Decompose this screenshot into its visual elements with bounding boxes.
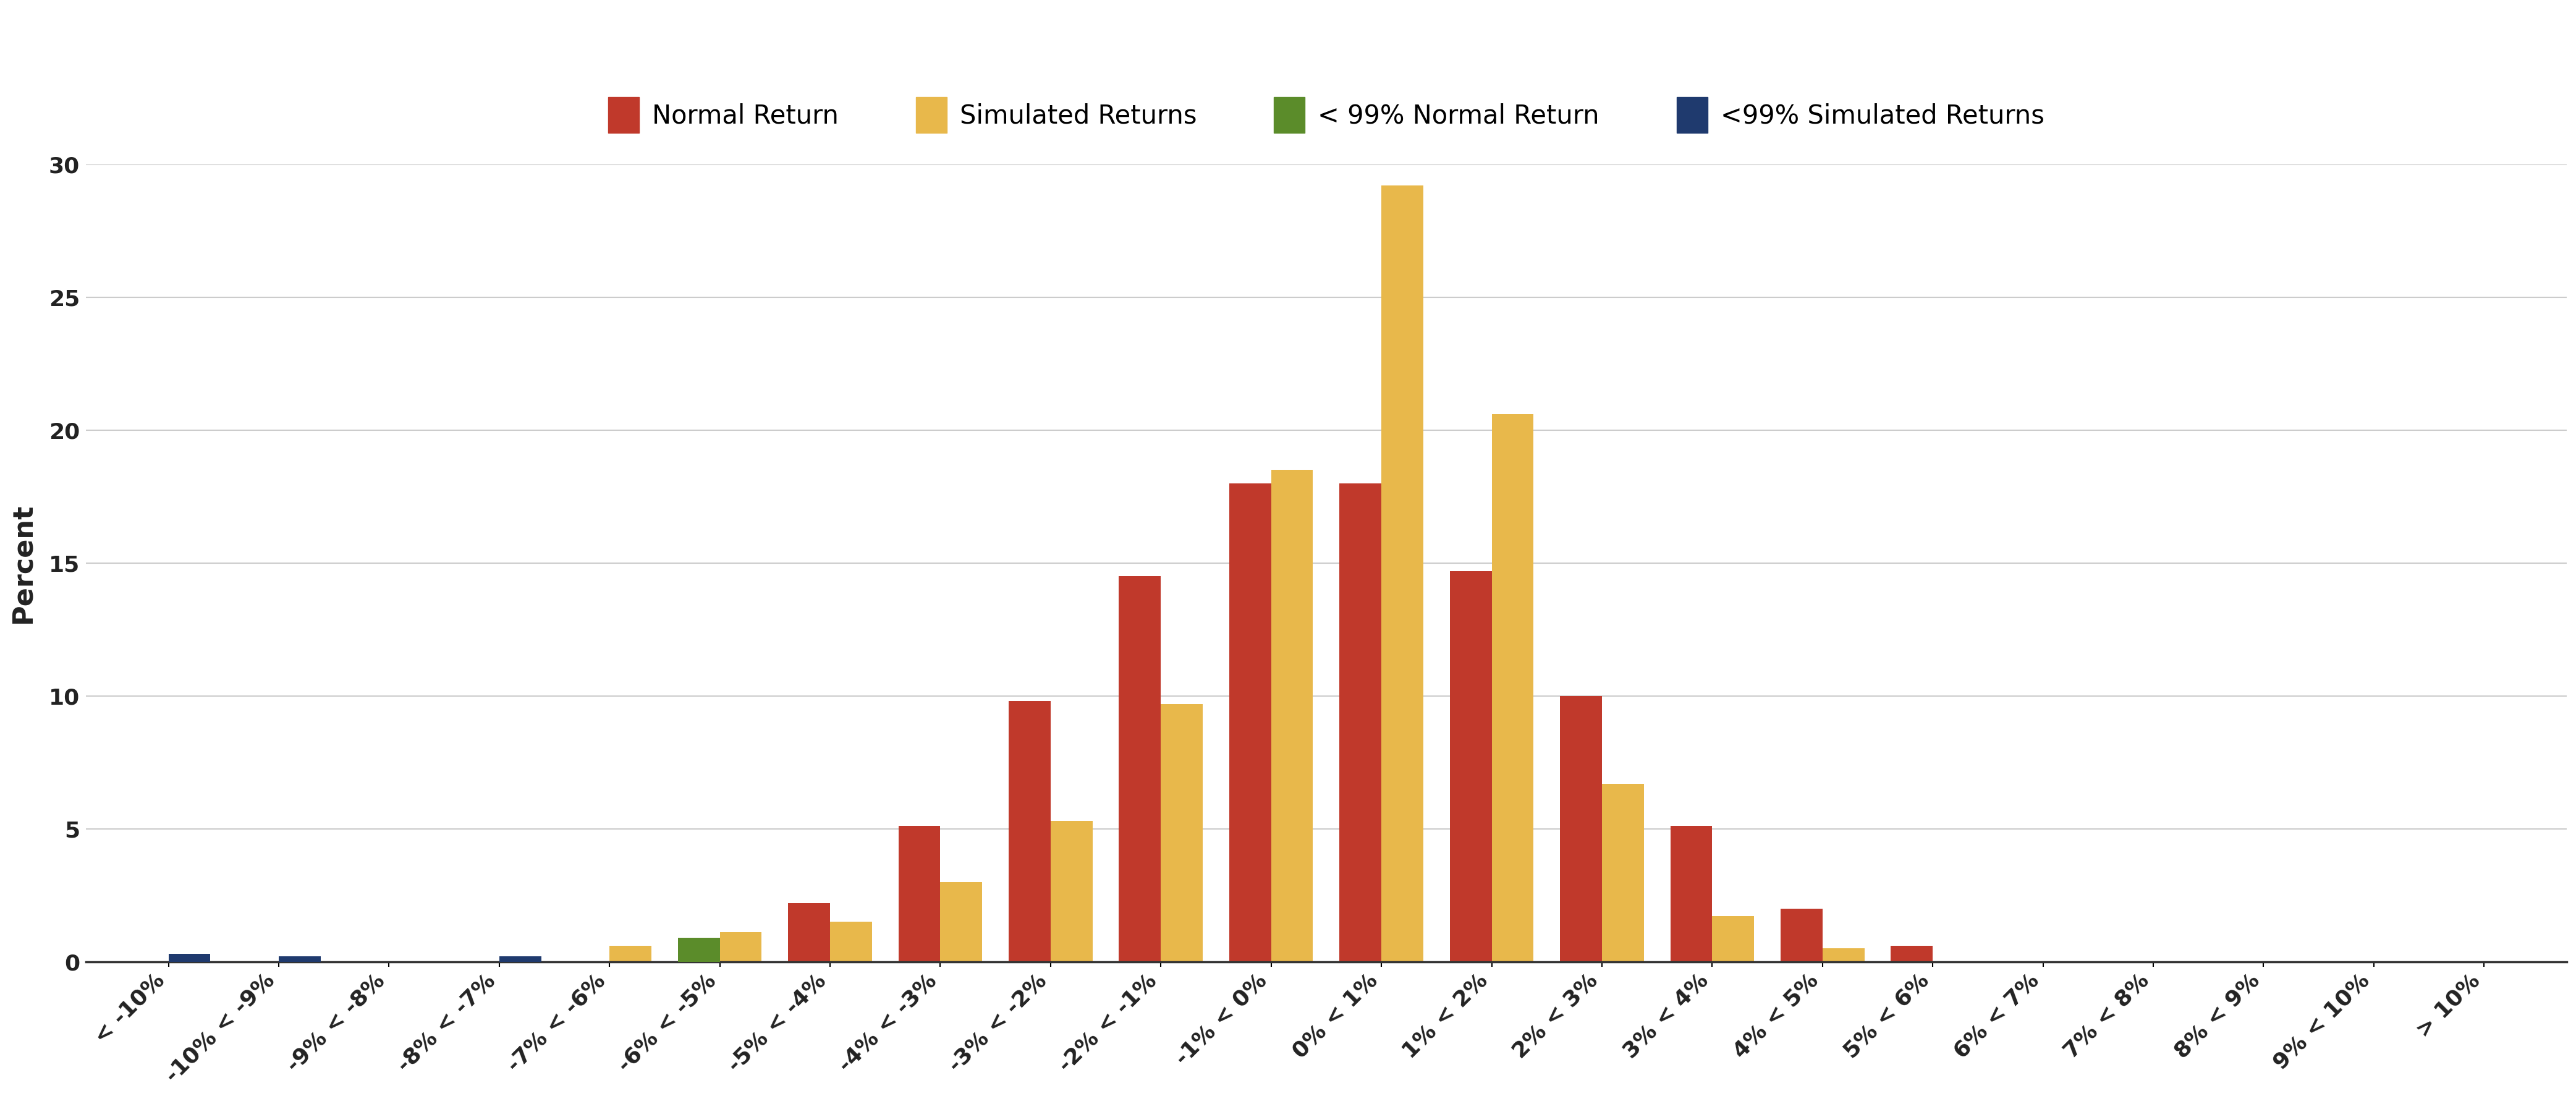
Bar [1561, 696, 1602, 961]
Bar [1340, 483, 1381, 961]
Bar [1229, 483, 1270, 961]
Bar [611, 946, 652, 961]
Bar [1492, 414, 1533, 961]
Bar [1381, 185, 1425, 961]
Bar [899, 826, 940, 961]
Bar [1713, 916, 1754, 961]
Bar [829, 922, 871, 961]
Bar [1051, 821, 1092, 961]
Bar [1602, 784, 1643, 961]
Y-axis label: Percent: Percent [10, 503, 36, 623]
Bar [1010, 701, 1051, 961]
Bar [940, 882, 981, 961]
Bar [1118, 576, 1162, 961]
Legend: Normal Return, Simulated Returns, < 99% Normal Return, <99% Simulated Returns: Normal Return, Simulated Returns, < 99% … [598, 87, 2056, 144]
Bar [1821, 948, 1865, 961]
Bar [677, 938, 719, 961]
Bar [167, 954, 211, 961]
Bar [1450, 571, 1492, 961]
Bar [500, 957, 541, 961]
Bar [1270, 470, 1314, 961]
Bar [1162, 704, 1203, 961]
Bar [788, 903, 829, 961]
Bar [719, 933, 762, 961]
Bar [278, 957, 319, 961]
Bar [1891, 946, 1932, 961]
Bar [1780, 909, 1821, 961]
Bar [1669, 826, 1713, 961]
